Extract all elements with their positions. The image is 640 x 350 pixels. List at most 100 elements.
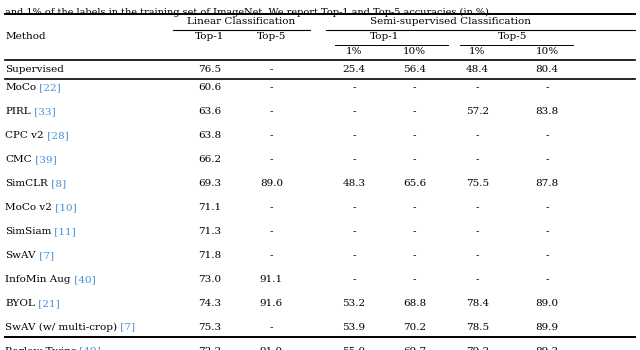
Text: 55.0: 55.0 [342,347,365,350]
Text: Top-5: Top-5 [257,32,286,41]
Text: -: - [413,203,417,212]
Text: -: - [476,227,479,236]
Text: 69.3: 69.3 [198,179,221,188]
Text: [33]: [33] [31,107,56,116]
Text: 69.7: 69.7 [403,347,426,350]
Text: Top-5: Top-5 [498,32,527,41]
Text: 1%: 1% [346,47,362,56]
Text: Semi-supervised Classification: Semi-supervised Classification [370,16,531,26]
Text: 63.6: 63.6 [198,107,221,116]
Text: [39]: [39] [32,155,56,164]
Text: -: - [476,155,479,164]
Text: 89.0: 89.0 [260,179,283,188]
Text: 60.6: 60.6 [198,83,221,92]
Text: -: - [269,155,273,164]
Text: 66.2: 66.2 [198,155,221,164]
Text: 78.4: 78.4 [466,299,489,308]
Text: -: - [352,227,356,236]
Text: MoCo v2: MoCo v2 [5,203,52,212]
Text: [49]: [49] [77,347,101,350]
Text: 57.2: 57.2 [466,107,489,116]
Text: -: - [413,107,417,116]
Text: -: - [269,251,273,260]
Text: 65.6: 65.6 [403,179,426,188]
Text: -: - [352,131,356,140]
Text: -: - [269,203,273,212]
Text: 71.3: 71.3 [198,227,221,236]
Text: -: - [545,83,549,92]
Text: 71.1: 71.1 [198,203,221,212]
Text: -: - [476,251,479,260]
Text: [11]: [11] [51,227,76,236]
Text: -: - [545,131,549,140]
Text: -: - [352,107,356,116]
Text: 80.4: 80.4 [536,65,559,75]
Text: 10%: 10% [403,47,426,56]
Text: InfoMin Aug: InfoMin Aug [5,275,70,284]
Text: -: - [476,83,479,92]
Text: -: - [545,203,549,212]
Text: Barlow Twins: Barlow Twins [5,347,77,350]
Text: [40]: [40] [70,275,95,284]
Text: 53.9: 53.9 [342,323,365,332]
Text: CPC v2: CPC v2 [5,131,44,140]
Text: MoCo: MoCo [5,83,36,92]
Text: -: - [269,65,273,75]
Text: 25.4: 25.4 [342,65,365,75]
Text: [10]: [10] [52,203,77,212]
Text: -: - [269,131,273,140]
Text: Supervised: Supervised [5,65,64,75]
Text: -: - [413,155,417,164]
Text: -: - [413,275,417,284]
Text: [28]: [28] [44,131,68,140]
Text: and 1% of the labels in the training set of ImageNet. We report Top-1 and Top-5 : and 1% of the labels in the training set… [5,8,492,17]
Text: -: - [545,251,549,260]
Text: Linear Classification: Linear Classification [186,16,295,26]
Text: 74.3: 74.3 [198,299,221,308]
Text: Method: Method [5,32,45,41]
Text: 89.9: 89.9 [536,323,559,332]
Text: 73.2: 73.2 [198,347,221,350]
Text: -: - [545,275,549,284]
Text: [8]: [8] [48,179,66,188]
Text: 48.3: 48.3 [342,179,365,188]
Text: [22]: [22] [36,83,61,92]
Text: 10%: 10% [536,47,559,56]
Text: -: - [476,203,479,212]
Text: 70.2: 70.2 [403,323,426,332]
Text: 63.8: 63.8 [198,131,221,140]
Text: -: - [269,323,273,332]
Text: -: - [352,251,356,260]
Text: -: - [269,227,273,236]
Text: SimSiam: SimSiam [5,227,51,236]
Text: -: - [352,275,356,284]
Text: 78.5: 78.5 [466,323,489,332]
Text: 89.3: 89.3 [536,347,559,350]
Text: 87.8: 87.8 [536,179,559,188]
Text: 56.4: 56.4 [403,65,426,75]
Text: SwAV (w/ multi-crop): SwAV (w/ multi-crop) [5,323,117,332]
Text: 1%: 1% [469,47,486,56]
Text: PIRL: PIRL [5,107,31,116]
Text: SwAV: SwAV [5,251,36,260]
Text: 68.8: 68.8 [403,299,426,308]
Text: -: - [269,107,273,116]
Text: [7]: [7] [117,323,136,332]
Text: 71.8: 71.8 [198,251,221,260]
Text: 79.2: 79.2 [466,347,489,350]
Text: -: - [352,83,356,92]
Text: CMC: CMC [5,155,32,164]
Text: 76.5: 76.5 [198,65,221,75]
Text: 89.0: 89.0 [536,299,559,308]
Text: -: - [545,227,549,236]
Text: SimCLR: SimCLR [5,179,48,188]
Text: 91.1: 91.1 [260,275,283,284]
Text: -: - [352,203,356,212]
Text: 75.3: 75.3 [198,323,221,332]
Text: -: - [476,275,479,284]
Text: -: - [413,83,417,92]
Text: -: - [413,227,417,236]
Text: 73.0: 73.0 [198,275,221,284]
Text: [7]: [7] [36,251,54,260]
Text: -: - [476,131,479,140]
